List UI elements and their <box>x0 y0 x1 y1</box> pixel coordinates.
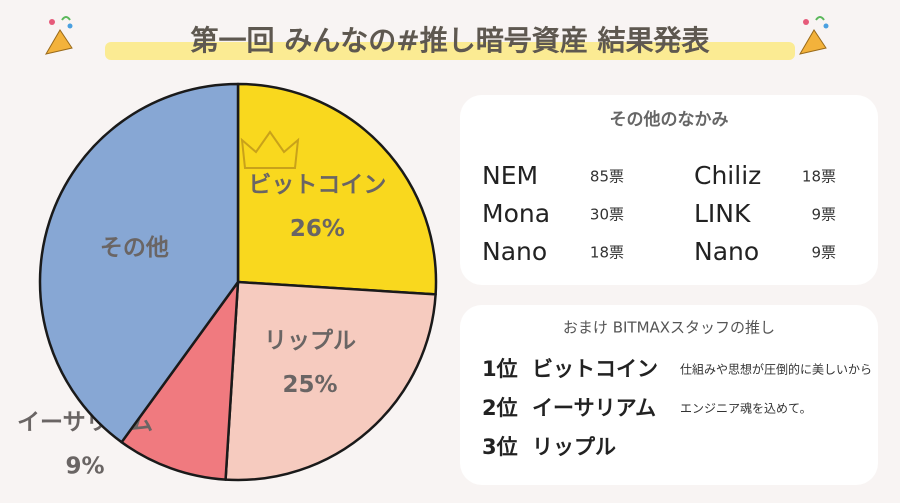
rank: 2位 <box>482 396 518 420</box>
coin-name: Nano <box>694 237 759 266</box>
coin-name: Mona <box>482 199 550 228</box>
pick-comment: 仕組みや思想が圧倒的に美しいから <box>680 362 872 377</box>
crown-icon <box>240 130 300 169</box>
vote-count: 9票 <box>811 244 836 262</box>
confetti-left <box>44 16 73 55</box>
pick-comment: エンジニア魂を込めて。 <box>680 402 812 416</box>
slice-value-label: 26% <box>290 216 345 242</box>
coin-name: LINK <box>694 199 751 228</box>
panel-title: その他のなかみ <box>610 109 729 130</box>
slice-value-label: 25% <box>282 372 337 398</box>
confetti-right <box>798 16 829 55</box>
panel-staff <box>460 305 878 485</box>
coin-name: NEM <box>482 161 538 190</box>
slice-label: リップル <box>264 328 356 354</box>
vote-count: 18票 <box>590 244 624 262</box>
pie-slice <box>38 82 240 444</box>
panel-other <box>460 95 878 285</box>
chart-title: 第一回 みんなの#推し暗号資産 結果発表 <box>191 24 711 57</box>
panel-title: おまけ BITMAXスタッフの推し <box>563 319 775 337</box>
pick-name: リップル <box>532 435 616 459</box>
vote-count: 18票 <box>802 168 836 186</box>
vote-count: 9票 <box>811 206 836 224</box>
vote-count: 30票 <box>590 206 624 224</box>
slice-label: ビットコイン <box>248 172 386 198</box>
pie-slice <box>236 82 438 296</box>
coin-name: Nano <box>482 237 547 266</box>
pick-name: ビットコイン <box>532 357 658 381</box>
pick-name: イーサリアム <box>532 396 656 420</box>
rank: 3位 <box>482 435 518 459</box>
panel-content: NEM 85票 Mona 30票 Nano 18票 Chiliz 18票 LINK 9票 Nano 9… <box>482 161 872 459</box>
pie-slice <box>224 280 437 482</box>
slice-value-label: 9% <box>65 454 104 480</box>
title-highlight <box>105 42 795 60</box>
pie-slice <box>120 280 240 481</box>
rank: 1位 <box>482 357 518 381</box>
slice-label: その他 <box>100 235 169 261</box>
coin-name: Chiliz <box>694 161 761 190</box>
vote-count: 85票 <box>590 168 624 186</box>
